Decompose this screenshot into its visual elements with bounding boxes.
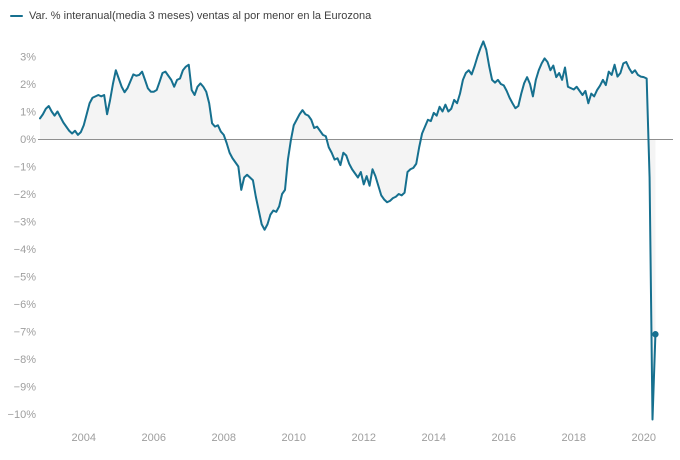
x-tick-label: 2006 [142, 432, 166, 444]
y-tick-label: −5% [14, 272, 37, 284]
x-tick-label: 2008 [212, 432, 236, 444]
y-tick-label: −1% [14, 162, 37, 174]
legend-line-swatch [10, 15, 23, 17]
x-tick-label: 2016 [492, 432, 516, 444]
x-tick-label: 2004 [72, 432, 96, 444]
y-tick-label: −2% [14, 189, 37, 201]
y-tick-label: −3% [14, 217, 37, 229]
last-point-marker [652, 331, 659, 338]
x-tick-label: 2010 [282, 432, 306, 444]
y-tick-label: −9% [14, 382, 37, 394]
x-tick-label: 2018 [562, 432, 586, 444]
y-tick-label: 3% [20, 52, 36, 64]
y-tick-label: −10% [8, 409, 37, 421]
y-tick-label: −7% [14, 327, 37, 339]
chart-legend: Var. % interanual(media 3 meses) ventas … [10, 10, 371, 22]
x-tick-label: 2020 [632, 432, 656, 444]
y-tick-label: −4% [14, 244, 37, 256]
y-tick-label: 1% [20, 107, 36, 119]
x-tick-label: 2012 [352, 432, 376, 444]
area-fill [40, 41, 656, 420]
y-tick-label: −6% [14, 299, 37, 311]
x-tick-label: 2014 [422, 432, 446, 444]
y-axis-labels: 3% 2% 1% 0% −1% −2% −3% −4% −5% −6% −7% −8% −9% −10% [8, 52, 37, 422]
y-tick-label: 0% [20, 134, 36, 146]
x-axis-labels: 2004 2006 2008 2010 2012 2014 2016 2018 2020 [72, 432, 656, 444]
y-tick-label: 2% [20, 79, 36, 91]
y-tick-label: −8% [14, 354, 37, 366]
data-line [39, 40, 657, 421]
legend-label: Var. % interanual(media 3 meses) ventas … [29, 10, 372, 22]
